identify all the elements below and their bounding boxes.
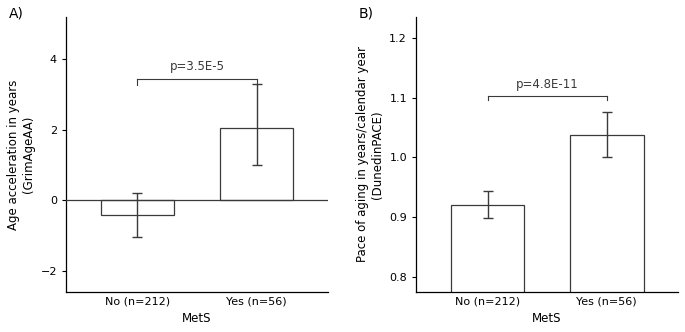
Bar (570, 135, 643, 332)
Text: B): B) (358, 6, 373, 20)
Text: A): A) (8, 6, 23, 20)
Text: p=3.5E-5: p=3.5E-5 (169, 60, 225, 73)
Bar (451, 205, 525, 332)
Text: p=4.8E-11: p=4.8E-11 (516, 78, 578, 91)
X-axis label: MetS: MetS (532, 312, 562, 325)
Y-axis label: Age acceleration in years
(GrimAgeAA): Age acceleration in years (GrimAgeAA) (7, 79, 35, 230)
Bar (101, 200, 175, 215)
X-axis label: MetS: MetS (182, 312, 212, 325)
Bar (220, 128, 293, 200)
Y-axis label: Pace of aging in years/calendar year
(DunedinPACE): Pace of aging in years/calendar year (Du… (356, 46, 384, 262)
